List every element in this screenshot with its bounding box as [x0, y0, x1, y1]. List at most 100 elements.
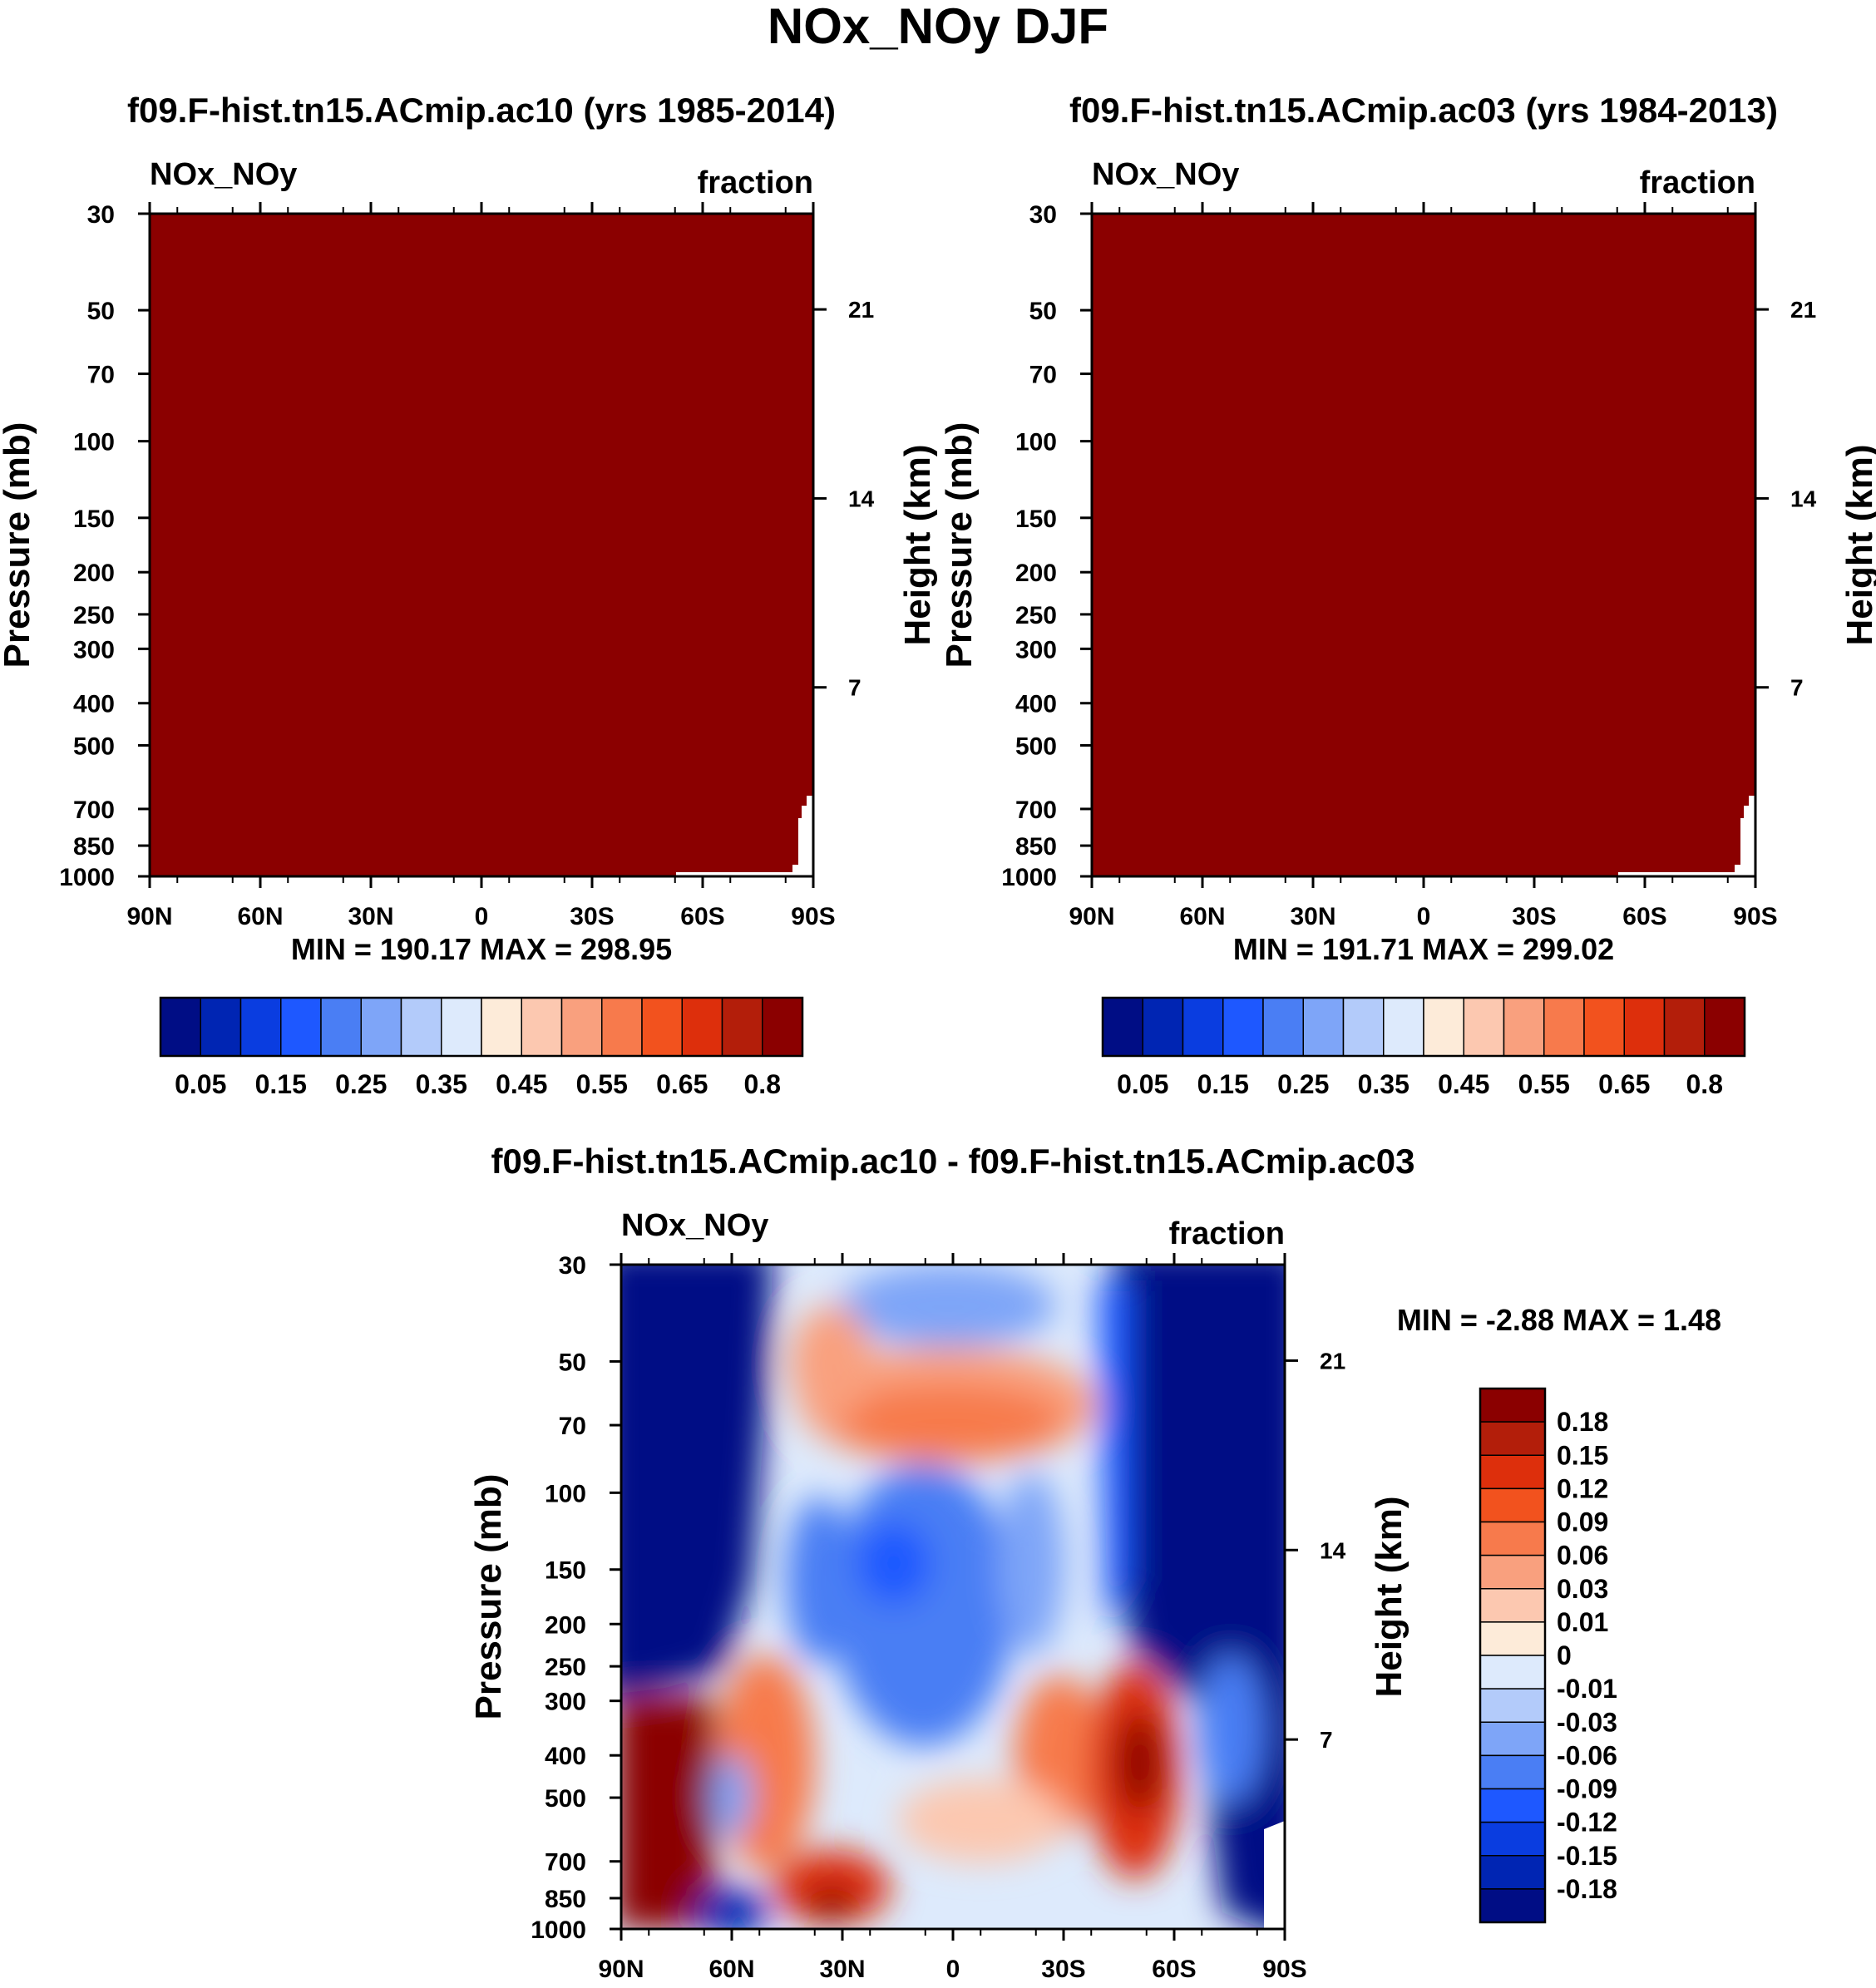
variable-label: NOx_NOy — [621, 1208, 768, 1243]
x-tick-label: 90S — [791, 903, 835, 930]
x-tick-label: 30N — [348, 903, 393, 930]
min-max-label: MIN = -2.88 MAX = 1.48 — [1397, 1303, 1721, 1337]
y-tick-label: 150 — [73, 506, 115, 533]
colorbar-swatch — [1583, 997, 1625, 1057]
colorbar-label: 0.65 — [656, 1069, 708, 1099]
colorbar-label: 0.05 — [1117, 1069, 1168, 1099]
colorbar-label: 0.09 — [1557, 1507, 1608, 1537]
y-tick-label: 200 — [73, 560, 115, 587]
y-tick-label: 100 — [73, 429, 115, 456]
colorbar-label: 0.25 — [1277, 1069, 1329, 1099]
colorbar-swatch — [1102, 997, 1143, 1057]
colorbar-frame — [1101, 996, 1746, 1058]
colorbar-label: -0.12 — [1557, 1808, 1617, 1838]
y-tick-label: 250 — [73, 602, 115, 629]
y-tick-label: 250 — [545, 1654, 586, 1681]
colorbar-label: 0.12 — [1557, 1473, 1608, 1503]
y-tick-label: 30 — [559, 1252, 586, 1280]
colorbar-label: 0 — [1557, 1640, 1572, 1670]
colorbar-swatch — [601, 997, 643, 1057]
y-tick-label: 150 — [1015, 506, 1057, 533]
y-tick-label: 100 — [545, 1480, 586, 1507]
colorbar-swatch — [200, 997, 242, 1057]
missing-data-region — [1618, 796, 1755, 876]
colorbar-label: 0.8 — [1686, 1069, 1723, 1099]
colorbar-label: 0.15 — [255, 1069, 307, 1099]
colorbar-label: 0.55 — [1518, 1069, 1570, 1099]
y-tick-label: 250 — [1015, 602, 1057, 629]
colorbar-label: -0.03 — [1557, 1707, 1617, 1737]
colorbar-frame — [159, 996, 804, 1058]
colorbar-swatch — [1663, 997, 1706, 1057]
colorbar-swatch — [1463, 997, 1505, 1057]
units-label: fraction — [1640, 165, 1755, 200]
colorbar-swatch — [360, 997, 402, 1057]
colorbar-swatch — [1479, 1554, 1546, 1590]
colorbar-swatch — [560, 997, 603, 1057]
colorbar-label: 0.15 — [1557, 1440, 1608, 1470]
colorbar-swatch — [1182, 997, 1224, 1057]
colorbar-label: 0.01 — [1557, 1607, 1608, 1637]
colorbar-swatch — [1704, 997, 1745, 1057]
missing-data-region — [676, 796, 813, 876]
y-tick-label: 70 — [559, 1413, 586, 1440]
y-tick-label: 300 — [1015, 636, 1057, 663]
height-tick-label: 14 — [1320, 1537, 1346, 1563]
y-tick-label: 50 — [559, 1349, 586, 1376]
x-tick-label: 30S — [570, 903, 614, 930]
height-tick-label: 7 — [1790, 675, 1804, 701]
y-tick-label: 500 — [73, 733, 115, 760]
panel-title: f09.F-hist.tn15.ACmip.ac03 (yrs 1984-201… — [1069, 91, 1778, 130]
x-tick-label: 60N — [708, 1956, 754, 1983]
x-tick-label: 90N — [1069, 903, 1114, 930]
panel-title: f09.F-hist.tn15.ACmip.ac10 - f09.F-hist.… — [491, 1142, 1415, 1181]
colorbar-swatch — [1503, 997, 1545, 1057]
height-tick-label: 14 — [1790, 486, 1817, 511]
x-tick-label: 60S — [1622, 903, 1666, 930]
colorbar-swatch — [1302, 997, 1345, 1057]
colorbar-swatch — [1479, 1688, 1546, 1723]
x-tick-label: 0 — [475, 903, 489, 930]
colorbar-label: -0.18 — [1557, 1874, 1617, 1904]
y-axis-label-right: Height (km) — [1369, 1497, 1409, 1698]
colorbar-swatch — [1479, 1421, 1546, 1456]
colorbar-swatch — [1479, 1487, 1546, 1523]
y-tick-label: 50 — [1029, 298, 1057, 325]
height-tick-label: 14 — [848, 486, 875, 511]
y-axis-label: Pressure (mb) — [0, 422, 37, 668]
x-tick-label: 60S — [1152, 1956, 1196, 1983]
colorbar-swatch — [1142, 997, 1184, 1057]
colorbar-label: -0.09 — [1557, 1774, 1617, 1804]
field-fill — [1092, 214, 1755, 876]
colorbar-label: 0.05 — [175, 1069, 226, 1099]
height-tick-label: 21 — [848, 297, 874, 323]
colorbar-swatch — [762, 997, 803, 1057]
x-tick-label: 60N — [1179, 903, 1225, 930]
x-tick-label: 60N — [237, 903, 283, 930]
colorbar-swatch — [481, 997, 522, 1057]
y-axis-label: Pressure (mb) — [939, 422, 980, 668]
min-max-label: MIN = 190.17 MAX = 298.95 — [291, 932, 672, 966]
colorbar-swatch — [1262, 997, 1304, 1057]
colorbar-swatch — [1479, 1388, 1546, 1423]
y-tick-label: 100 — [1015, 429, 1057, 456]
colorbar-swatch — [1479, 1821, 1546, 1857]
y-axis-label: Pressure (mb) — [468, 1474, 509, 1720]
colorbar-label: 0.18 — [1557, 1407, 1608, 1437]
figure-title: NOx_NOy DJF — [768, 0, 1108, 54]
x-tick-label: 30S — [1512, 903, 1556, 930]
colorbar-swatch — [160, 997, 201, 1057]
panel-title: f09.F-hist.tn15.ACmip.ac10 (yrs 1985-201… — [127, 91, 836, 130]
y-tick-label: 850 — [73, 833, 115, 861]
colorbar-swatch — [1479, 1454, 1546, 1490]
colorbar-label: 0.65 — [1598, 1069, 1650, 1099]
colorbar-label: -0.06 — [1557, 1740, 1617, 1770]
colorbar-label: 0.25 — [335, 1069, 387, 1099]
y-tick-label: 200 — [545, 1611, 586, 1639]
x-tick-label: 30S — [1041, 1956, 1085, 1983]
colorbar-swatch — [441, 997, 482, 1057]
colorbar-label: 0.35 — [416, 1069, 467, 1099]
colorbar-label: 0.03 — [1557, 1574, 1608, 1604]
y-tick-label: 1000 — [1001, 864, 1057, 891]
